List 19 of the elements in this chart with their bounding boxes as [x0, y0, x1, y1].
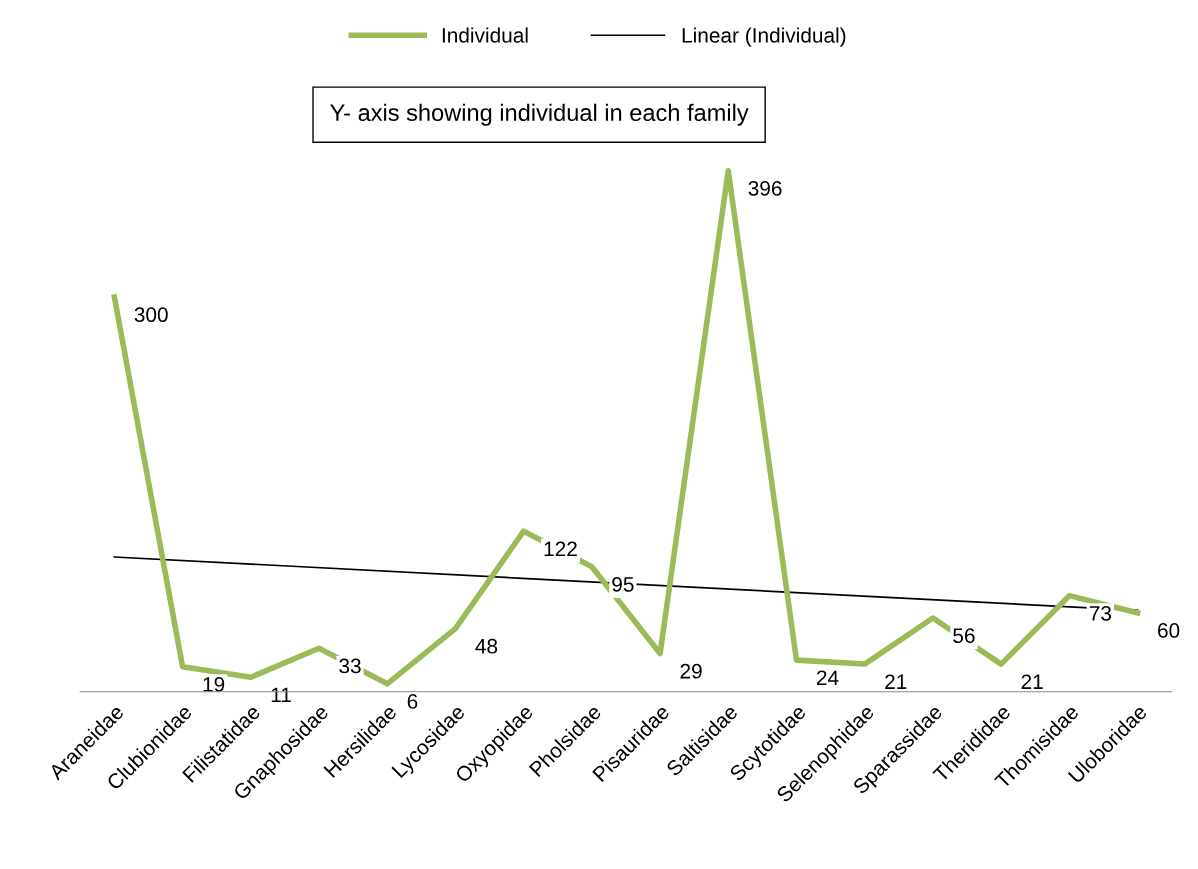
data-label: 48 [475, 638, 498, 654]
data-label: 122 [544, 541, 577, 557]
data-label: 33 [339, 658, 361, 674]
data-label: 24 [816, 670, 839, 685]
data-label: 73 [1089, 605, 1112, 621]
legend-label: Linear (Individual) [682, 27, 846, 47]
data-label: 19 [203, 677, 225, 692]
data-label: 396 [748, 180, 782, 196]
data-label: 60 [1158, 623, 1180, 638]
legend-label: Individual [442, 27, 528, 43]
data-label: 300 [134, 307, 168, 323]
data-label: 56 [953, 628, 975, 644]
data-label: 6 [407, 694, 418, 709]
data-label: 29 [680, 663, 702, 679]
data-label: 21 [1021, 674, 1043, 689]
data-label: 11 [271, 687, 291, 703]
data-label: 95 [612, 577, 634, 592]
data-label: 21 [885, 674, 907, 689]
chart-title: Y- axis showing individual in each family [330, 103, 749, 126]
